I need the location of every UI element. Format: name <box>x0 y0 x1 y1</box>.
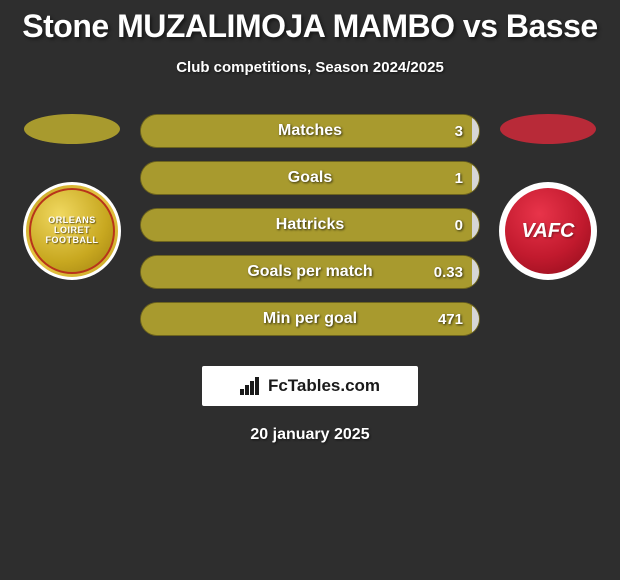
stat-fill-right <box>472 256 479 288</box>
right-club-badge-inner: VAFC <box>505 188 591 274</box>
left-player-oval <box>24 114 120 144</box>
stat-value-right: 3 <box>455 123 463 140</box>
chart-icon <box>240 377 262 395</box>
stat-label: Goals per match <box>247 263 372 281</box>
stat-fill-right <box>472 303 479 335</box>
right-badge-text: VAFC <box>522 220 575 243</box>
right-club-badge: VAFC <box>499 182 597 280</box>
stat-value-right: 1 <box>455 170 463 187</box>
right-player-oval <box>500 114 596 144</box>
stats-column: Matches 3 Goals 1 Hattricks 0 Goals per match 0… <box>140 114 480 336</box>
stat-label: Goals <box>288 169 332 187</box>
page-subtitle: Club competitions, Season 2024/2025 <box>0 59 620 76</box>
stat-value-right: 471 <box>438 311 463 328</box>
stat-value-right: 0.33 <box>434 264 463 281</box>
date-text: 20 january 2025 <box>0 426 620 444</box>
left-club-badge-inner: ORLEANS LOIRET FOOTBALL <box>29 188 115 274</box>
infographic-container: Stone MUZALIMOJA MAMBO vs Basse Club com… <box>0 0 620 444</box>
stat-bar: Min per goal 471 <box>140 302 480 336</box>
stat-bar: Goals per match 0.33 <box>140 255 480 289</box>
stat-label: Hattricks <box>276 216 344 234</box>
stat-bar: Goals 1 <box>140 161 480 195</box>
page-title: Stone MUZALIMOJA MAMBO vs Basse <box>0 8 620 45</box>
brand-text: FcTables.com <box>268 376 380 396</box>
stat-fill-right <box>472 115 479 147</box>
stat-bar: Hattricks 0 <box>140 208 480 242</box>
stat-bar: Matches 3 <box>140 114 480 148</box>
stat-fill-right <box>472 162 479 194</box>
stat-label: Matches <box>278 122 342 140</box>
brand-box: FcTables.com <box>202 366 418 406</box>
stat-value-right: 0 <box>455 217 463 234</box>
left-column: ORLEANS LOIRET FOOTBALL <box>22 114 122 280</box>
stat-label: Min per goal <box>263 310 357 328</box>
left-club-badge: ORLEANS LOIRET FOOTBALL <box>23 182 121 280</box>
right-column: VAFC <box>498 114 598 280</box>
left-badge-line3: FOOTBALL <box>46 236 99 246</box>
stat-fill-right <box>472 209 479 241</box>
main-row: ORLEANS LOIRET FOOTBALL Matches 3 Goals 1 Ha… <box>0 114 620 336</box>
